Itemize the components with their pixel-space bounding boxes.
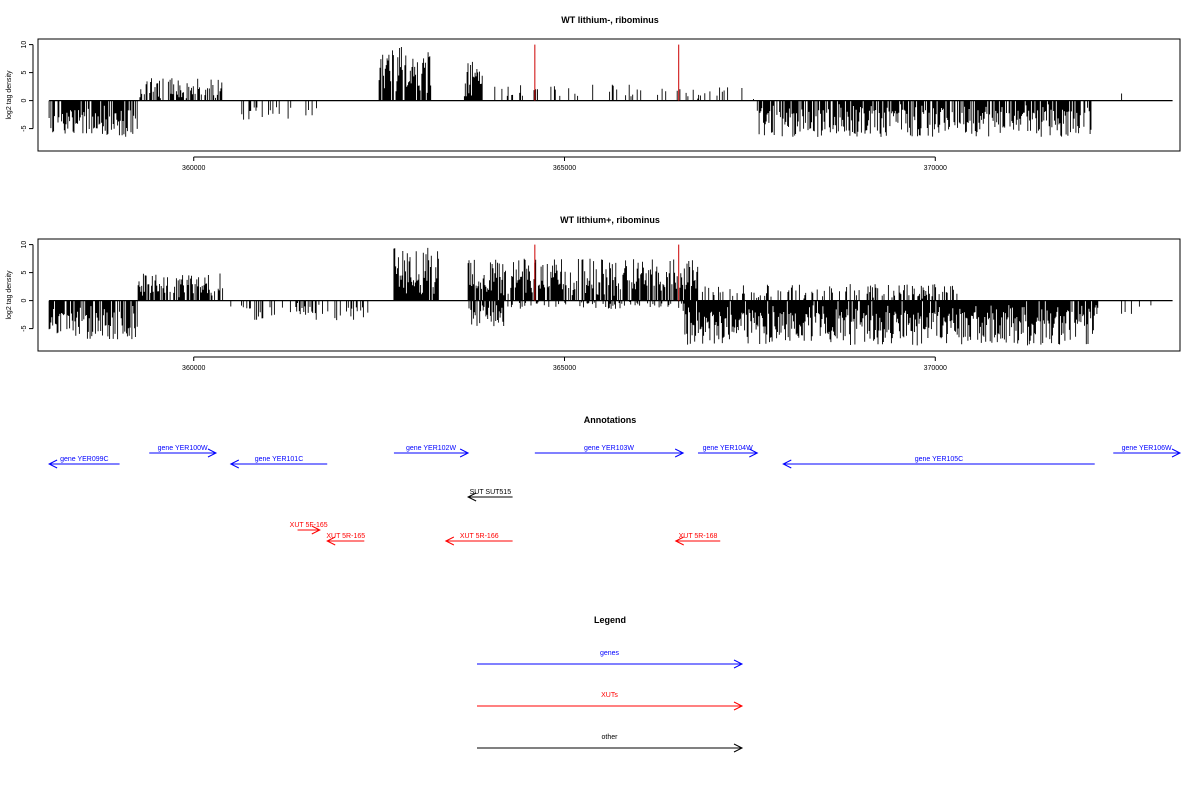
y-tick-label: 5 <box>21 71 28 75</box>
feature-label: SUT SUT515 <box>470 489 512 496</box>
legend-title: Legend <box>594 615 626 625</box>
x-tick-label: 365000 <box>553 365 576 372</box>
annotation-feature: gene YER104W <box>697 445 759 458</box>
feature-arrowhead <box>207 448 218 458</box>
feature-arrowhead <box>782 459 792 469</box>
axes: -5 0 5 10 360000 365000 370000 <box>21 41 947 172</box>
feature-label: gene YER102W <box>406 445 456 452</box>
x-tick-label: 370000 <box>924 365 947 372</box>
feature-label: XUT 5R-166 <box>460 533 499 540</box>
x-tick-label: 360000 <box>182 165 205 172</box>
feature-label: gene YER105C <box>915 456 964 463</box>
y-tick-label: -5 <box>21 325 28 331</box>
feature-label: gene YER103W <box>584 445 634 452</box>
legend-arrowhead <box>733 659 744 669</box>
feature-arrowhead <box>674 536 684 546</box>
axes: -5 0 5 10 360000 365000 370000 <box>21 241 947 372</box>
track-wt-lithium-minus: WT lithium-, ribominus log2 tag density … <box>6 15 1181 172</box>
y-tick-label: 10 <box>21 41 28 49</box>
feature-label: XUT 5F-165 <box>290 522 328 529</box>
annotation-features: gene YER099C gene YER100W gene YER101C gene… <box>48 445 1182 546</box>
y-tick-label: 0 <box>21 99 28 103</box>
y-tick-label: 5 <box>21 271 28 275</box>
annotation-feature: XUT 5F-165 <box>290 522 328 535</box>
annotation-feature: gene YER106W <box>1113 445 1182 458</box>
legend-label: other <box>602 734 619 741</box>
feature-arrowhead <box>311 525 321 535</box>
x-tick-label: 370000 <box>924 165 947 172</box>
legend-entry: XUTs <box>477 692 744 711</box>
legend-entries: genes XUTs other <box>477 650 744 753</box>
track-wt-lithium-plus: WT lithium+, ribominus log2 tag density … <box>6 215 1181 372</box>
annotation-feature: XUT 5R-166 <box>444 533 513 546</box>
y-tick-label: 0 <box>21 299 28 303</box>
plot-frame <box>37 38 1181 152</box>
y-axis-label: log2 tag density <box>6 270 13 320</box>
annotation-feature: gene YER103W <box>534 445 685 458</box>
annotations-title: Annotations <box>584 415 637 425</box>
annotation-feature: gene YER102W <box>393 445 470 458</box>
annotation-feature: gene YER101C <box>229 456 328 469</box>
x-tick-label: 365000 <box>553 165 576 172</box>
y-tick-label: 10 <box>21 241 28 249</box>
feature-label: XUT 5R-165 <box>326 533 365 540</box>
annotation-feature: gene YER105C <box>782 456 1095 469</box>
annotation-feature: gene YER099C <box>48 456 120 469</box>
feature-label: gene YER100W <box>158 445 208 452</box>
marker-lines <box>534 244 680 301</box>
y-tick-label: -5 <box>21 125 28 131</box>
feature-label: XUT 5R-168 <box>679 533 718 540</box>
density-bar-set <box>48 247 1152 346</box>
track-title: WT lithium+, ribominus <box>560 215 660 225</box>
legend-label: genes <box>600 650 620 657</box>
density-bar-set <box>48 47 1123 137</box>
feature-arrowhead <box>229 459 240 469</box>
marker-lines <box>534 44 680 101</box>
feature-arrowhead <box>749 448 759 458</box>
feature-arrowhead <box>466 492 477 502</box>
feature-arrowhead <box>1171 448 1182 458</box>
legend: Legend genes XUTs other <box>477 615 744 753</box>
feature-arrowhead <box>674 448 685 458</box>
density-bars <box>48 47 1173 137</box>
legend-entry: genes <box>477 650 744 669</box>
legend-label: XUTs <box>601 692 618 699</box>
annotation-feature: gene YER100W <box>149 445 218 458</box>
feature-arrowhead <box>444 536 455 546</box>
legend-arrowhead <box>733 743 744 753</box>
x-tick-label: 360000 <box>182 365 205 372</box>
legend-arrowhead <box>733 701 744 711</box>
density-bars <box>48 247 1173 346</box>
annotation-feature: XUT 5R-168 <box>674 533 721 546</box>
annotation-feature: XUT 5R-165 <box>326 533 365 546</box>
annotation-feature: SUT SUT515 <box>466 489 513 502</box>
feature-arrowhead <box>326 536 336 546</box>
feature-label: gene YER106W <box>1122 445 1172 452</box>
legend-entry: other <box>477 734 744 753</box>
feature-arrowhead <box>459 448 470 458</box>
feature-label: gene YER099C <box>60 456 109 463</box>
feature-label: gene YER104W <box>703 445 753 452</box>
plot-frame <box>37 238 1181 352</box>
track-title: WT lithium-, ribominus <box>561 15 659 25</box>
y-axis-label: log2 tag density <box>6 70 13 120</box>
feature-arrowhead <box>48 459 58 469</box>
feature-label: gene YER101C <box>255 456 304 463</box>
